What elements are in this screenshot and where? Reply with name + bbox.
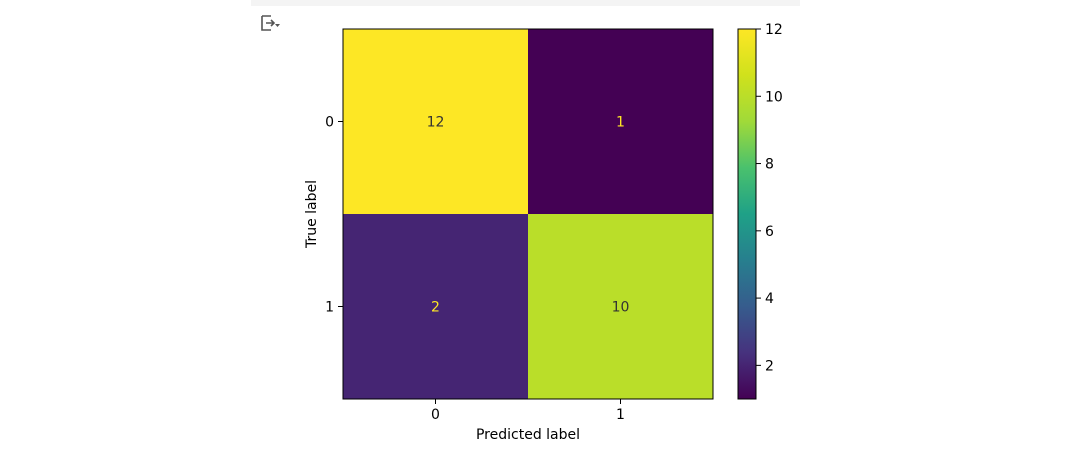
cell-value-label: 12 (427, 115, 445, 131)
matrix-cell-1-0 (343, 214, 528, 399)
colorbar-tick-label: 8 (765, 157, 774, 173)
x-tick-label: 1 (616, 407, 625, 423)
colorbar-tick-label: 4 (765, 291, 774, 307)
y-axis-ticks: 01 (325, 115, 343, 316)
colorbar-ticks: 2 4 6 8 10 12 (756, 22, 783, 374)
y-tick-label: 1 (325, 300, 334, 316)
output-toggle-icon[interactable] (258, 12, 282, 34)
colorbar-tick-label: 12 (765, 22, 783, 38)
cell-output-toolbar (251, 0, 800, 6)
colorbar-tick-label: 6 (765, 224, 774, 240)
y-axis-label: True label (304, 180, 320, 249)
matrix-cell-0-1 (528, 29, 713, 214)
colorbar-tick-label: 10 (765, 89, 783, 105)
x-tick-label: 0 (431, 407, 440, 423)
matrix-cell-0-0 (343, 29, 528, 214)
plot-frame (342, 28, 714, 400)
cell-value-label: 10 (612, 300, 630, 316)
colorbar (737, 28, 757, 400)
matrix-cells: 12 12 10 (343, 29, 713, 399)
y-tick-label: 0 (325, 115, 334, 131)
matrix-cell-1-1 (528, 214, 713, 399)
cell-value-label: 1 (616, 115, 625, 131)
x-axis-label: Predicted label (476, 427, 580, 443)
colorbar-tick-label: 2 (765, 358, 774, 374)
cell-value-label: 2 (431, 300, 440, 316)
